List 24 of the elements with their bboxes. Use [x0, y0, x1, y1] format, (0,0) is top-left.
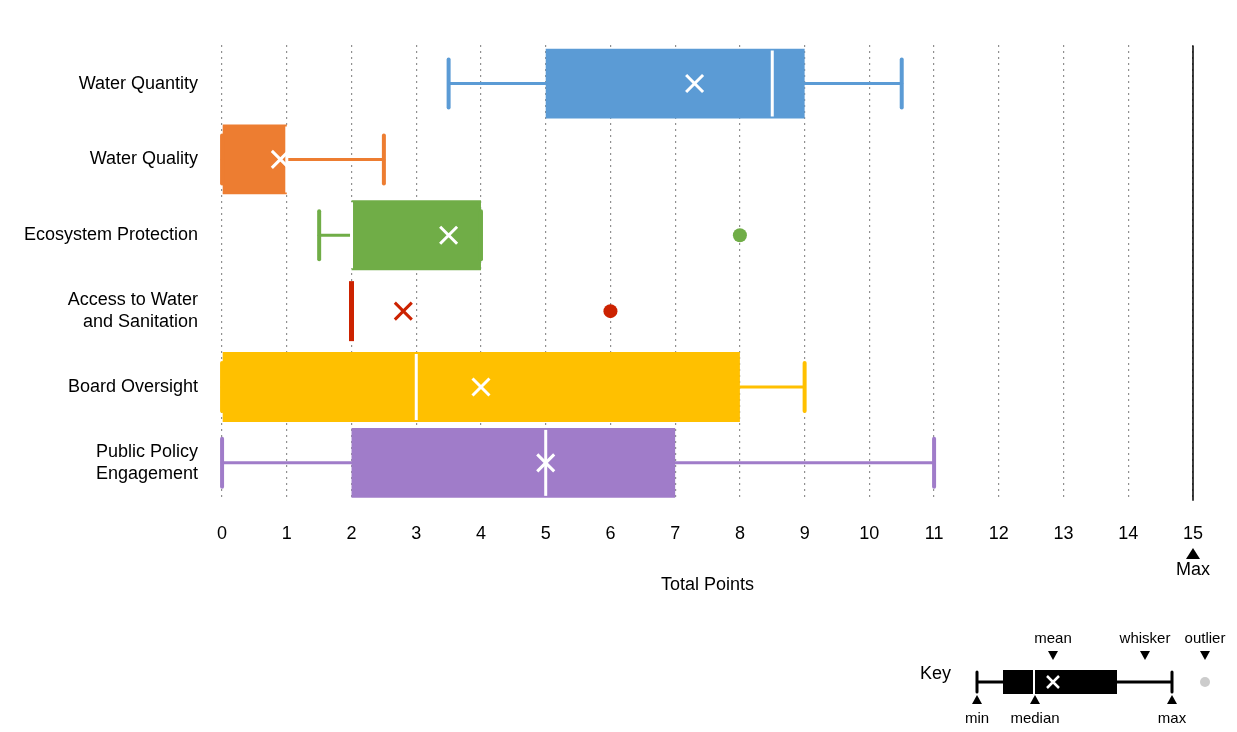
x-tick-label: 1: [281, 522, 292, 543]
x-tick-label: 4: [475, 522, 486, 543]
x-tick-label: 11: [924, 522, 944, 543]
x-tick-label: 9: [799, 522, 810, 543]
x-tick-label: 8: [734, 522, 745, 543]
y-tick-label: Board Oversight: [68, 375, 199, 396]
y-tick-label: Ecosystem Protection: [23, 224, 199, 245]
x-tick-label: 7: [670, 522, 681, 543]
x-tick-label: 10: [859, 522, 880, 543]
x-tick-label: 13: [1053, 522, 1074, 543]
x-tick-label: 0: [217, 522, 228, 543]
x-axis-title: Total Points: [661, 574, 755, 595]
y-tick-label: Water Quantity: [78, 72, 199, 93]
x-tick-label: 5: [540, 522, 551, 543]
x-tick-label: 15: [1182, 522, 1204, 543]
y-tick-label: Access to Water and Sanitation: [67, 289, 199, 331]
y-tick-label: Water Quality: [89, 148, 199, 169]
x-tick-label: 2: [346, 522, 357, 543]
y-tick-label: Public Policy Engagement: [95, 441, 199, 483]
x-tick-label: 6: [605, 522, 616, 543]
x-tick-label: 3: [411, 522, 422, 543]
x-tick-label: 14: [1118, 522, 1139, 543]
x-tick-label: 12: [988, 522, 1009, 543]
ref-line-label: Max: [1175, 558, 1211, 579]
